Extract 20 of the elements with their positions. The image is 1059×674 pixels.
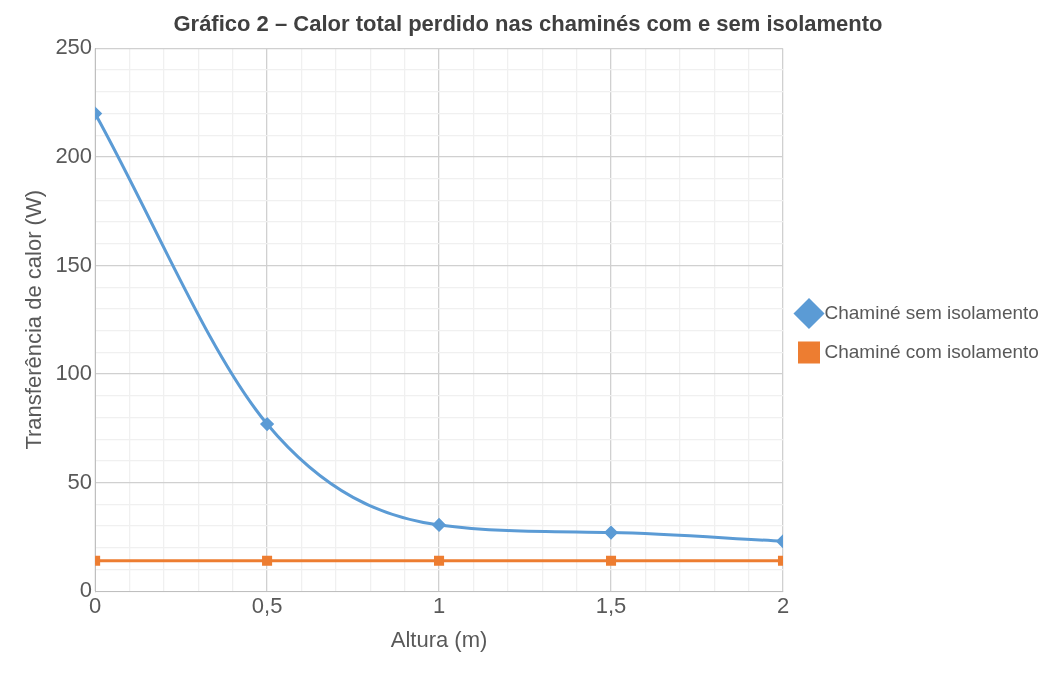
y-tick-label: 150: [55, 251, 93, 277]
x-tick-label: 1,5: [595, 593, 627, 619]
point: [432, 518, 446, 532]
x-axis-title: Altura (m): [390, 626, 488, 652]
point: [434, 555, 445, 566]
point: [262, 555, 273, 566]
y-tick-label: 100: [55, 360, 93, 386]
x-tick-label: 1: [432, 593, 446, 619]
y-axis-title: Transferência de calor (W): [21, 190, 47, 450]
chart-title: Gráfico 2 – Calor total perdido nas chaminés com e sem isolamento: [173, 11, 883, 37]
legend-label: Chaminé com isolamento: [824, 340, 1039, 362]
point: [605, 555, 617, 566]
y-tick-label: 50: [67, 468, 93, 494]
x-tick-label: 0,5: [251, 593, 283, 619]
point: [260, 417, 274, 431]
y-tick-label: 200: [55, 143, 93, 169]
y-tick-label: 250: [55, 34, 93, 60]
x-tick-label: 2: [776, 593, 790, 619]
point: [604, 526, 618, 540]
legend-label: Chaminé sem isolamento: [824, 301, 1039, 323]
